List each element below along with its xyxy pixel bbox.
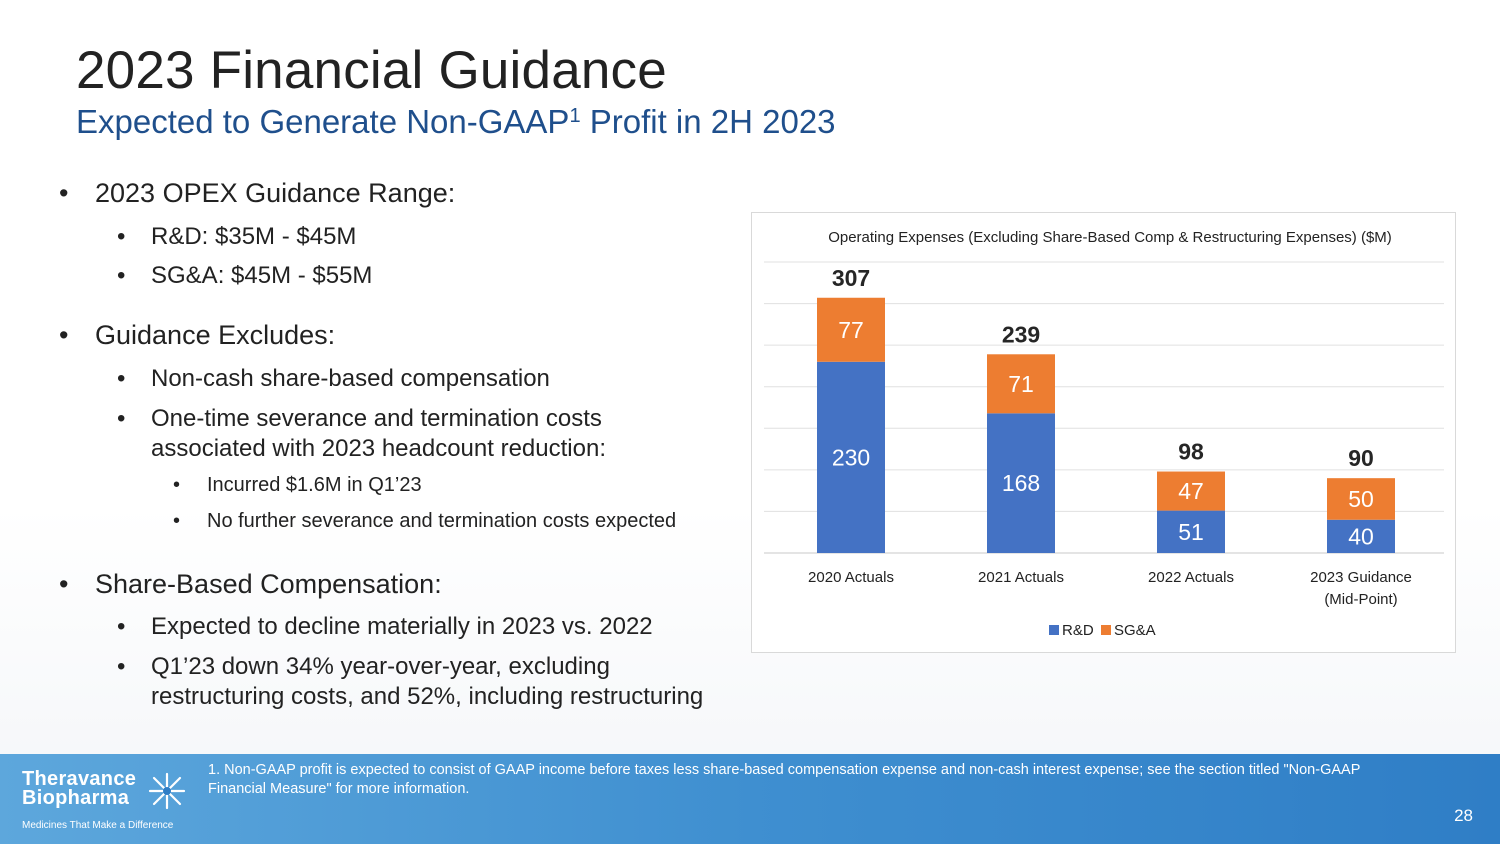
bar-rd-1 — [987, 413, 1055, 553]
subtitle-text: Expected to Generate Non-GAAP — [76, 103, 570, 140]
bullet-excl-onetime-line2: associated with 2023 headcount reduction… — [151, 435, 606, 462]
legend-label: SG&A — [1114, 622, 1156, 639]
page-title: 2023 Financial Guidance — [76, 41, 667, 100]
logo-line1: Theravance — [22, 768, 137, 790]
legend-swatch-sga — [1101, 625, 1111, 635]
bar-total-label: 90 — [1348, 445, 1374, 471]
bar-value-label: 230 — [832, 444, 870, 470]
page-subtitle: Expected to Generate Non-GAAP1 Profit in… — [76, 103, 836, 141]
bar-value-label: 47 — [1178, 478, 1204, 504]
bar-value-label: 51 — [1178, 519, 1204, 545]
legend-label: R&D — [1062, 622, 1094, 639]
category-label: (Mid-Point) — [1324, 591, 1397, 608]
page-number: 28 — [1454, 806, 1473, 825]
bar-total-label: 307 — [832, 265, 870, 291]
bullet-excl-noncash: Non-cash share-based compensation — [117, 364, 550, 394]
legend-swatch-rd — [1049, 625, 1059, 635]
bullet-sbc-q1: Q1’23 down 34% year-over-year, excluding… — [117, 652, 704, 712]
bar-value-label: 71 — [1008, 371, 1034, 397]
bar-value-label: 77 — [838, 317, 864, 343]
chart-title: Operating Expenses (Excluding Share-Base… — [828, 229, 1392, 246]
bullet-opex-sga: SG&A: $45M - $55M — [117, 261, 373, 291]
bar-value-label: 40 — [1348, 523, 1374, 549]
bar-total-label: 239 — [1002, 321, 1040, 347]
bar-rd-3 — [1327, 519, 1395, 553]
bullet-sbc-q1-line1: Q1’23 down 34% year-over-year, excluding — [151, 653, 610, 680]
bar-sga-1 — [987, 354, 1055, 414]
bar-sga-3 — [1327, 478, 1395, 520]
bullet-no-further: No further severance and termination cos… — [173, 510, 676, 533]
category-label: 2023 Guidance — [1310, 569, 1412, 586]
bullet-incurred: Incurred $1.6M in Q1’23 — [173, 474, 421, 497]
category-label: 2021 Actuals — [978, 569, 1064, 586]
bar-value-label: 168 — [1002, 470, 1040, 496]
opex-chart: Operating Expenses (Excluding Share-Base… — [751, 212, 1456, 653]
bar-rd-2 — [1157, 510, 1225, 553]
bullet-excludes-heading: Guidance Excludes: — [59, 320, 335, 351]
footnote-marker: 1 — [569, 105, 581, 127]
bar-value-label: 50 — [1348, 486, 1374, 512]
footnote-text: 1. Non-GAAP profit is expected to consis… — [208, 762, 1361, 797]
company-logo: Theravance Biopharma Medicines That Make… — [22, 768, 174, 831]
logo-tagline: Medicines That Make a Difference — [22, 820, 174, 831]
bar-sga-0 — [817, 297, 885, 362]
subtitle-text-end: Profit in 2H 2023 — [580, 103, 836, 140]
bullet-sbc-q1-line2: restructuring costs, and 52%, including … — [151, 683, 704, 710]
bullet-sbc-decline: Expected to decline materially in 2023 v… — [117, 612, 653, 642]
bar-rd-0 — [817, 361, 885, 553]
bullet-sbc-heading: Share-Based Compensation: — [59, 569, 442, 600]
category-label: 2020 Actuals — [808, 569, 894, 586]
bullet-opex-rd: R&D: $35M - $45M — [117, 222, 356, 252]
logo-line2: Biopharma — [22, 787, 130, 809]
bar-sga-2 — [1157, 471, 1225, 511]
bullet-opex-heading: 2023 OPEX Guidance Range: — [59, 178, 455, 209]
footer-bar: Theravance Biopharma Medicines That Make… — [0, 754, 1500, 844]
star-logo-icon — [148, 772, 186, 810]
bullet-excl-onetime: One-time severance and termination costs… — [117, 404, 606, 464]
category-label: 2022 Actuals — [1148, 569, 1234, 586]
opex-chart-svg: Operating Expenses (Excluding Share-Base… — [764, 229, 1444, 639]
bar-total-label: 98 — [1178, 439, 1204, 465]
bullet-excl-onetime-line1: One-time severance and termination costs — [151, 405, 602, 432]
